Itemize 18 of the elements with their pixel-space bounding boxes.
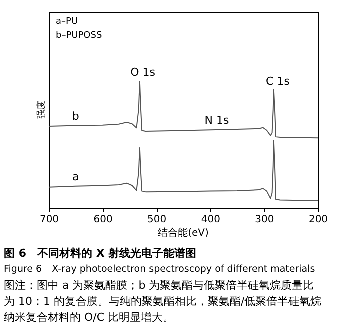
series-label: a xyxy=(72,170,80,184)
x-tick-label: 400 xyxy=(201,214,220,226)
text: 图注：图中 a 为聚氨酯膜；b 为聚氨酯与低聚倍半硅氧烷质量比为 10：1 的复合膜。与纯的聚氨酯相比，聚氨酯/低聚倍半硅氧烷纳米复合材料的 O/C 比明显增大。 xyxy=(4,279,322,324)
text: a–PU xyxy=(56,17,78,27)
annotation: N 1s xyxy=(204,114,230,127)
annotation: C 1s xyxy=(266,75,290,88)
text: Figure 6 X-ray photoelectron spectroscopy of different materials xyxy=(4,264,316,275)
y-axis-title: 强度 xyxy=(36,101,47,119)
x-axis-title: 结合能(eV) xyxy=(158,227,209,239)
text: b–PUPOSS xyxy=(56,31,102,41)
x-tick-label: 300 xyxy=(255,214,274,226)
text: O 1s xyxy=(130,66,156,79)
series-label: b xyxy=(72,110,80,123)
x-tick-label: 200 xyxy=(308,214,328,226)
x-tick-label: 700 xyxy=(40,214,60,226)
x-tick-label: 500 xyxy=(148,214,167,226)
text: 图 6 不同材料的 X 射线光电子能谱图 xyxy=(4,247,197,260)
x-tick-label: 600 xyxy=(94,214,113,226)
